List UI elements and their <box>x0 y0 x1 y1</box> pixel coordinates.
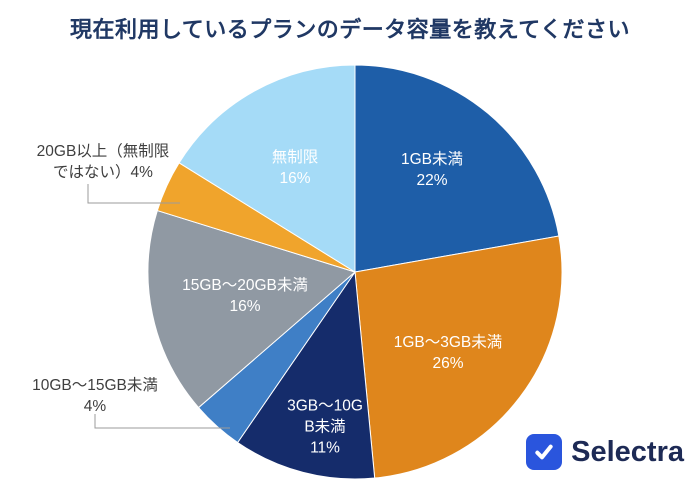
pie-slice-2 <box>354 235 563 479</box>
chart-title: 現在利用しているプランのデータ容量を教えてください <box>69 17 631 42</box>
selectra-logo: Selectra <box>526 434 684 470</box>
selectra-check-icon <box>526 434 563 470</box>
slice-label-2: 1GB〜3GB未満 26% <box>394 333 503 372</box>
pie-slice-5 <box>147 209 357 409</box>
leader-line-4 <box>94 414 230 429</box>
slice-label-6: 20GB以上（無制限ではない）4% <box>37 142 170 181</box>
selectra-logo-text: Selectra <box>571 435 684 468</box>
slice-label-4: 10GB〜15GB未満 4% <box>32 376 158 415</box>
slice-label-7: 無制限 16% <box>272 148 319 187</box>
pie-slice-3 <box>236 270 376 480</box>
pie-slice-1 <box>354 64 560 273</box>
slice-label-3: 3GB〜10G B未満 11% <box>287 398 363 457</box>
slice-label-5: 15GB〜20GB未満 16% <box>182 276 308 315</box>
leader-line-6 <box>87 184 180 204</box>
pie-slice-7 <box>178 64 356 273</box>
slice-label-1: 1GB未満 22% <box>401 150 463 189</box>
